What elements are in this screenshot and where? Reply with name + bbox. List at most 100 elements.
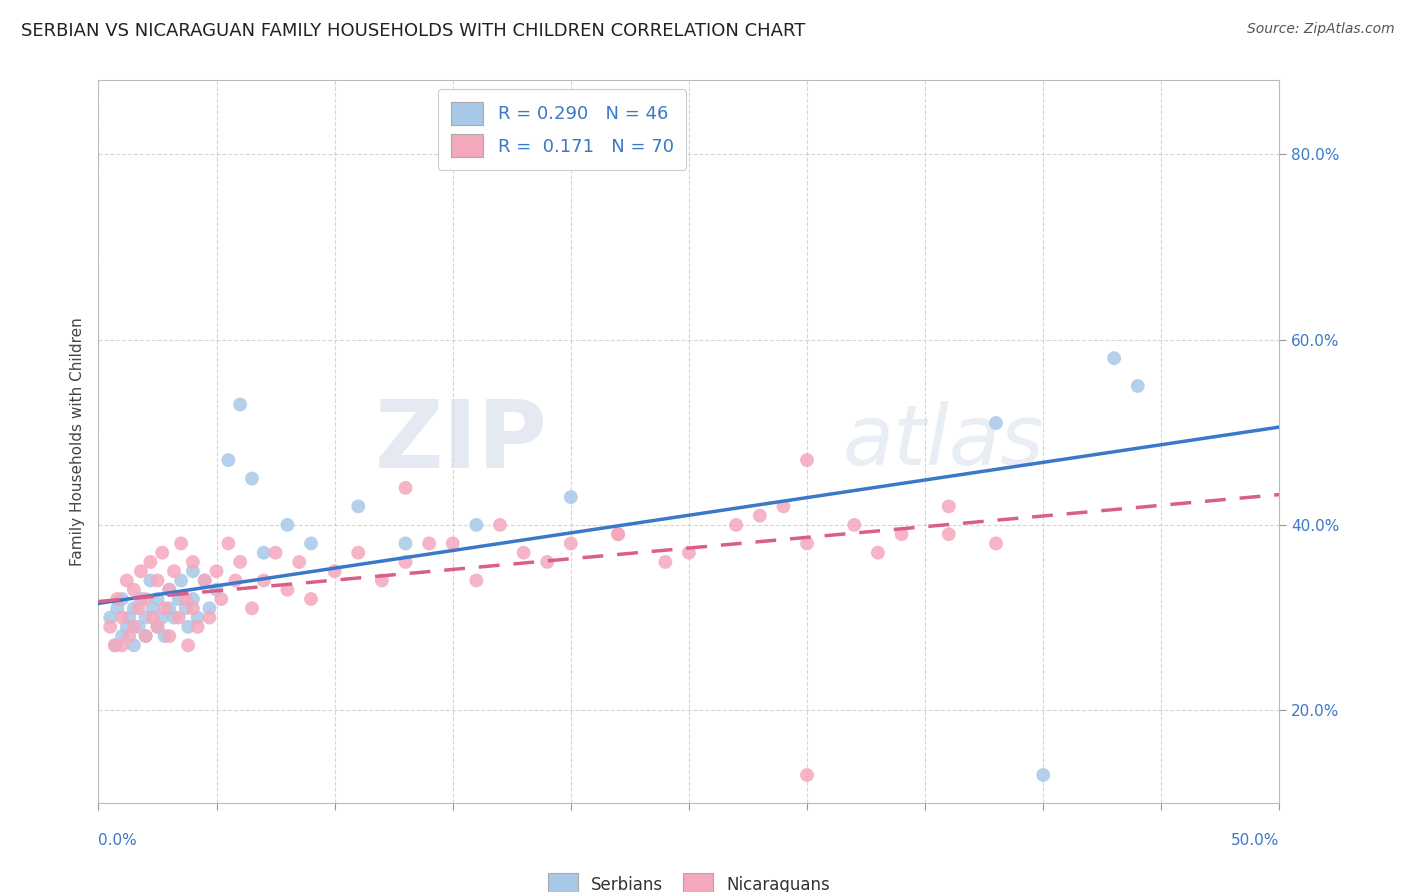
Point xyxy=(122,582,145,597)
Point xyxy=(209,592,232,607)
Point xyxy=(177,638,200,652)
Point xyxy=(607,527,630,541)
Point xyxy=(678,546,700,560)
Point xyxy=(229,397,252,411)
Point xyxy=(153,601,176,615)
Point xyxy=(104,638,127,652)
Point xyxy=(187,610,209,624)
Point xyxy=(128,601,150,615)
Point xyxy=(253,546,276,560)
Point xyxy=(607,527,630,541)
Text: 50.0%: 50.0% xyxy=(1232,833,1279,848)
Point xyxy=(224,574,246,588)
Point xyxy=(890,527,912,541)
Point xyxy=(844,517,866,532)
Point xyxy=(135,610,157,624)
Point xyxy=(167,610,190,624)
Point xyxy=(748,508,770,523)
Legend: Serbians, Nicaraguans: Serbians, Nicaraguans xyxy=(536,862,842,892)
Point xyxy=(418,536,440,550)
Point xyxy=(654,555,676,569)
Point xyxy=(323,564,346,578)
Point xyxy=(938,500,960,514)
Point xyxy=(984,536,1007,550)
Point xyxy=(198,610,221,624)
Point xyxy=(205,582,228,597)
Point xyxy=(118,629,141,643)
Point xyxy=(465,574,488,588)
Point xyxy=(276,582,298,597)
Point xyxy=(441,536,464,550)
Point xyxy=(772,500,794,514)
Text: SERBIAN VS NICARAGUAN FAMILY HOUSEHOLDS WITH CHILDREN CORRELATION CHART: SERBIAN VS NICARAGUAN FAMILY HOUSEHOLDS … xyxy=(21,22,806,40)
Point xyxy=(394,536,416,550)
Point xyxy=(174,601,197,615)
Point xyxy=(157,582,180,597)
Point xyxy=(1102,351,1125,366)
Point xyxy=(104,638,127,652)
Point xyxy=(139,555,162,569)
Point xyxy=(796,768,818,782)
Point xyxy=(174,592,197,607)
Point xyxy=(98,610,121,624)
Point xyxy=(796,453,818,467)
Point xyxy=(129,564,152,578)
Point xyxy=(170,536,193,550)
Y-axis label: Family Households with Children: Family Households with Children xyxy=(69,318,84,566)
Point xyxy=(512,546,534,560)
Point xyxy=(394,481,416,495)
Point xyxy=(198,601,221,615)
Point xyxy=(105,592,128,607)
Point xyxy=(1032,768,1054,782)
Point xyxy=(253,574,276,588)
Text: 0.0%: 0.0% xyxy=(98,833,138,848)
Point xyxy=(153,629,176,643)
Point xyxy=(465,517,488,532)
Point xyxy=(181,601,204,615)
Point xyxy=(163,564,186,578)
Point xyxy=(129,592,152,607)
Point xyxy=(181,555,204,569)
Point xyxy=(181,564,204,578)
Point xyxy=(111,638,134,652)
Point xyxy=(276,517,298,532)
Point xyxy=(264,546,287,560)
Point xyxy=(240,601,263,615)
Point xyxy=(105,601,128,615)
Point xyxy=(347,546,370,560)
Point xyxy=(229,555,252,569)
Point xyxy=(157,629,180,643)
Point xyxy=(135,592,157,607)
Point xyxy=(299,592,322,607)
Point xyxy=(217,453,239,467)
Point xyxy=(938,527,960,541)
Point xyxy=(536,555,558,569)
Point xyxy=(135,629,157,643)
Point xyxy=(146,574,169,588)
Point xyxy=(177,620,200,634)
Point xyxy=(135,629,157,643)
Point xyxy=(299,536,322,550)
Point xyxy=(194,574,217,588)
Point xyxy=(146,592,169,607)
Point xyxy=(181,592,204,607)
Point xyxy=(288,555,311,569)
Point xyxy=(394,555,416,569)
Point xyxy=(560,536,582,550)
Point xyxy=(146,620,169,634)
Point xyxy=(163,610,186,624)
Point xyxy=(142,601,165,615)
Point xyxy=(98,620,121,634)
Point xyxy=(122,638,145,652)
Text: atlas: atlas xyxy=(842,401,1045,482)
Point xyxy=(560,490,582,504)
Point xyxy=(118,610,141,624)
Point xyxy=(122,620,145,634)
Point xyxy=(866,546,889,560)
Point xyxy=(111,592,134,607)
Point xyxy=(1126,379,1149,393)
Point xyxy=(796,536,818,550)
Point xyxy=(194,574,217,588)
Point xyxy=(725,517,748,532)
Point xyxy=(157,582,180,597)
